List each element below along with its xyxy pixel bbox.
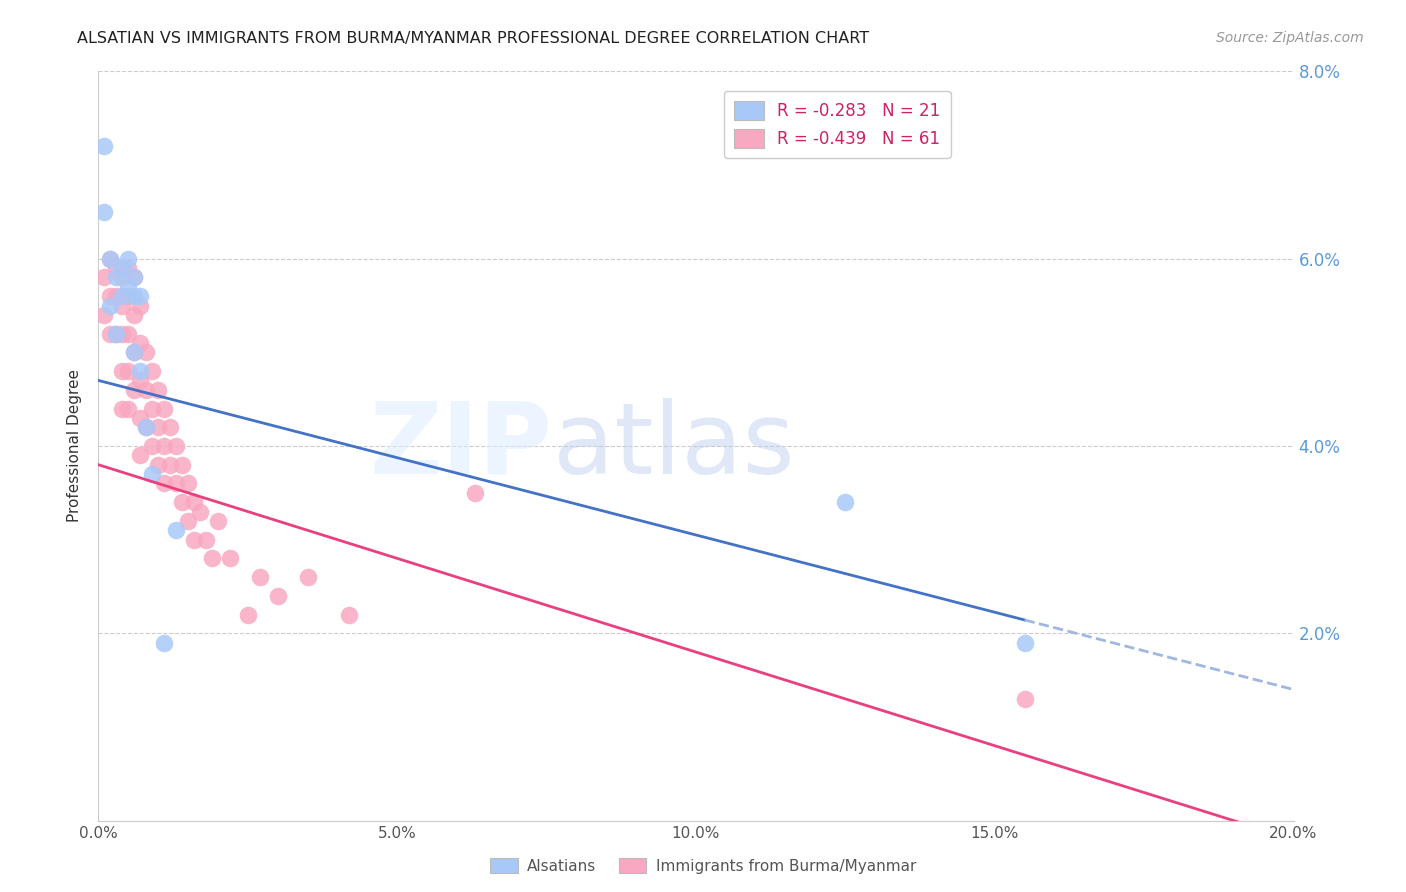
Point bbox=[153, 439, 176, 453]
Point bbox=[464, 485, 486, 500]
Point bbox=[117, 252, 139, 266]
Point bbox=[117, 289, 139, 303]
Point bbox=[195, 533, 218, 547]
Legend: R = -0.283   N = 21, R = -0.439   N = 61: R = -0.283 N = 21, R = -0.439 N = 61 bbox=[724, 91, 950, 158]
Point bbox=[111, 364, 134, 378]
Point bbox=[129, 449, 152, 463]
Point bbox=[201, 551, 224, 566]
Point bbox=[148, 458, 170, 472]
Point bbox=[124, 289, 146, 303]
Point bbox=[141, 364, 163, 378]
Point bbox=[98, 252, 122, 266]
Point bbox=[153, 401, 176, 416]
Point bbox=[129, 374, 152, 388]
Point bbox=[105, 289, 128, 303]
Point bbox=[129, 336, 152, 351]
Point bbox=[183, 533, 205, 547]
Point bbox=[111, 289, 134, 303]
Point bbox=[135, 420, 157, 434]
Point bbox=[98, 326, 122, 341]
Point bbox=[111, 401, 134, 416]
Point bbox=[98, 298, 122, 313]
Point bbox=[124, 270, 146, 285]
Point bbox=[117, 280, 139, 294]
Point bbox=[98, 252, 122, 266]
Point bbox=[188, 505, 211, 519]
Point bbox=[1014, 635, 1036, 649]
Point bbox=[111, 298, 134, 313]
Point bbox=[177, 476, 200, 491]
Point bbox=[249, 570, 271, 584]
Point bbox=[219, 551, 242, 566]
Point bbox=[98, 289, 122, 303]
Legend: Alsatians, Immigrants from Burma/Myanmar: Alsatians, Immigrants from Burma/Myanmar bbox=[484, 852, 922, 880]
Point bbox=[105, 326, 128, 341]
Point bbox=[148, 383, 170, 397]
Point bbox=[111, 326, 134, 341]
Point bbox=[177, 514, 200, 528]
Point bbox=[105, 326, 128, 341]
Text: ZIP: ZIP bbox=[370, 398, 553, 494]
Point bbox=[105, 270, 128, 285]
Point bbox=[111, 270, 134, 285]
Point bbox=[117, 261, 139, 276]
Point bbox=[135, 345, 157, 359]
Point bbox=[172, 458, 194, 472]
Point bbox=[93, 270, 115, 285]
Point bbox=[124, 345, 146, 359]
Point bbox=[129, 289, 152, 303]
Point bbox=[153, 635, 176, 649]
Point bbox=[207, 514, 229, 528]
Point bbox=[124, 345, 146, 359]
Point bbox=[165, 476, 187, 491]
Text: Source: ZipAtlas.com: Source: ZipAtlas.com bbox=[1216, 31, 1364, 45]
Point bbox=[93, 139, 115, 153]
Point bbox=[172, 495, 194, 509]
Point bbox=[93, 204, 115, 219]
Point bbox=[141, 467, 163, 482]
Point bbox=[1014, 692, 1036, 706]
Point bbox=[183, 495, 205, 509]
Point bbox=[129, 364, 152, 378]
Point bbox=[165, 523, 187, 537]
Point bbox=[105, 261, 128, 276]
Y-axis label: Professional Degree: Professional Degree bbox=[67, 369, 83, 523]
Point bbox=[117, 401, 139, 416]
Point bbox=[117, 364, 139, 378]
Point bbox=[129, 411, 152, 425]
Point bbox=[124, 383, 146, 397]
Point bbox=[141, 401, 163, 416]
Point bbox=[267, 589, 290, 603]
Point bbox=[135, 383, 157, 397]
Point bbox=[129, 298, 152, 313]
Point bbox=[339, 607, 361, 622]
Point bbox=[124, 308, 146, 322]
Point bbox=[159, 458, 181, 472]
Point bbox=[93, 308, 115, 322]
Point bbox=[141, 439, 163, 453]
Point bbox=[148, 420, 170, 434]
Point bbox=[117, 326, 139, 341]
Point bbox=[159, 420, 181, 434]
Point bbox=[236, 607, 259, 622]
Point bbox=[111, 261, 134, 276]
Text: ALSATIAN VS IMMIGRANTS FROM BURMA/MYANMAR PROFESSIONAL DEGREE CORRELATION CHART: ALSATIAN VS IMMIGRANTS FROM BURMA/MYANMA… bbox=[77, 31, 869, 46]
Point bbox=[834, 495, 856, 509]
Text: atlas: atlas bbox=[553, 398, 794, 494]
Point bbox=[153, 476, 176, 491]
Point bbox=[165, 439, 187, 453]
Point bbox=[124, 270, 146, 285]
Point bbox=[297, 570, 319, 584]
Point bbox=[135, 420, 157, 434]
